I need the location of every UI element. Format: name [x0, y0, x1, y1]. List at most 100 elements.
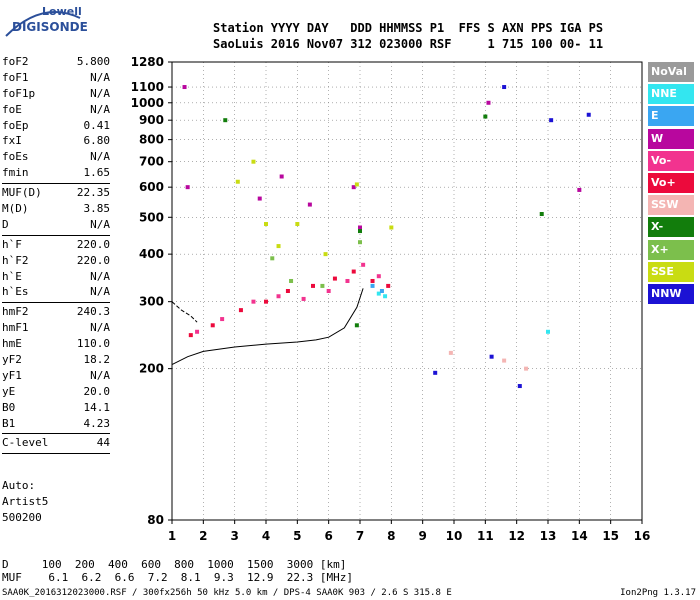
data-point — [379, 289, 384, 293]
param-row: yE 20.0 — [2, 384, 110, 400]
data-point — [577, 187, 582, 192]
param-name: M(D) — [2, 202, 29, 216]
data-point — [586, 112, 591, 117]
y-tick-label: 1100 — [131, 80, 164, 94]
y-tick-label: 700 — [139, 155, 164, 169]
param-row: M(D) 3.85 — [2, 201, 110, 217]
legend-item-vo-: Vo+ — [648, 172, 694, 193]
data-point — [433, 370, 438, 375]
x-tick-label: 9 — [418, 529, 426, 543]
data-point — [235, 179, 240, 184]
data-point — [285, 289, 290, 293]
data-point — [361, 262, 366, 267]
scaled-parameters-panel: foF2 5.800 foF1 N/A foF1p N/A foE N/A foEp 0.41 fx… — [2, 54, 110, 455]
data-point — [182, 85, 187, 90]
logo-line2: DIGISONDE — [12, 20, 88, 34]
data-point — [383, 294, 388, 299]
param-value: 6.80 — [83, 134, 111, 148]
param-value: 22.35 — [76, 186, 110, 200]
param-value: N/A — [90, 368, 110, 382]
param-name: B1 — [2, 416, 16, 430]
x-tick-label: 15 — [602, 529, 619, 543]
x-tick-label: 1 — [168, 529, 176, 543]
data-point — [185, 185, 190, 190]
data-point — [264, 299, 268, 304]
header-line1: Station YYYY DAY DDD HHMMSS P1 FFS S AXN… — [213, 21, 604, 35]
data-point — [289, 278, 294, 283]
digisonde-logo: Lowell DIGISONDE — [5, 5, 88, 37]
data-point — [517, 384, 522, 389]
data-point — [358, 240, 362, 245]
param-value: N/A — [90, 102, 110, 116]
x-tick-label: 2 — [199, 529, 207, 543]
data-point — [351, 185, 356, 190]
data-point — [223, 118, 228, 123]
polarization-legend: NoVal NNE E W Vo- Vo+ SSW X- X+ SSE NNW — [648, 62, 694, 306]
param-row: fmin 1.65 — [2, 165, 110, 181]
param-value: N/A — [90, 217, 110, 231]
param-name: hmF1 — [2, 321, 29, 335]
auto-code: 500200 — [2, 511, 42, 524]
param-row: foF1 N/A — [2, 70, 110, 86]
y-tick-label: 600 — [139, 180, 164, 194]
data-point — [502, 358, 507, 363]
data-point — [546, 329, 550, 334]
logo-swoosh-icon — [5, 11, 81, 37]
data-point — [270, 256, 275, 261]
param-name: D — [2, 217, 9, 231]
legend-item-nnw: NNW — [648, 283, 694, 304]
data-point — [549, 118, 554, 123]
data-point — [264, 222, 268, 227]
y-tick-label: 1000 — [131, 96, 164, 110]
data-point — [257, 196, 262, 201]
param-value: 3.85 — [83, 202, 111, 216]
legend-item-ssw: SSW — [648, 195, 694, 216]
param-value: 4.23 — [83, 416, 111, 430]
param-value: 18.2 — [83, 353, 111, 367]
param-row: h`F2 220.0 — [2, 253, 110, 269]
param-name: fmin — [2, 166, 29, 180]
data-point — [539, 212, 544, 217]
param-name: h`F — [2, 237, 22, 251]
param-name: fxI — [2, 134, 22, 148]
legend-item-x-: X- — [648, 217, 694, 238]
param-row: hmE 110.0 — [2, 336, 110, 352]
y-tick-label: 300 — [139, 295, 164, 309]
param-value: 14.1 — [83, 400, 111, 414]
data-point — [326, 289, 331, 293]
data-point — [486, 100, 491, 105]
data-point — [376, 274, 381, 279]
data-point — [188, 333, 193, 338]
param-row: yF1 N/A — [2, 368, 110, 384]
param-value: 20.0 — [83, 384, 111, 398]
y-tick-label: 200 — [139, 362, 164, 376]
profile-curve — [171, 288, 364, 366]
param-value: 0.41 — [83, 118, 111, 132]
data-point — [195, 329, 200, 334]
plot-frame — [171, 61, 643, 521]
x-tick-label: 10 — [446, 529, 463, 543]
param-divider — [2, 433, 110, 435]
data-point — [238, 308, 243, 313]
param-value: 110.0 — [76, 337, 110, 351]
data-point — [386, 283, 391, 288]
data-point — [320, 283, 325, 288]
distance-row: D 100 200 400 600 800 1000 1500 3000 [km… — [2, 558, 347, 571]
data-point — [354, 182, 359, 187]
data-point — [351, 269, 356, 274]
data-point — [354, 323, 359, 328]
param-name: yF2 — [2, 353, 22, 367]
param-row: fxI 6.80 — [2, 133, 110, 149]
param-value: 220.0 — [76, 253, 110, 267]
param-divider — [2, 183, 110, 185]
param-name: h`Es — [2, 285, 29, 299]
x-tick-label: 16 — [634, 529, 651, 543]
param-value: 240.3 — [76, 305, 110, 319]
version-label: Ion2Png 1.3.17 — [620, 588, 696, 598]
param-row: D N/A — [2, 217, 110, 233]
param-value: 5.800 — [76, 55, 110, 68]
legend-item-noval: NoVal — [648, 62, 694, 82]
y-tick-label: 800 — [139, 133, 164, 147]
param-value: N/A — [90, 285, 110, 299]
param-name: foF2 — [2, 55, 29, 68]
